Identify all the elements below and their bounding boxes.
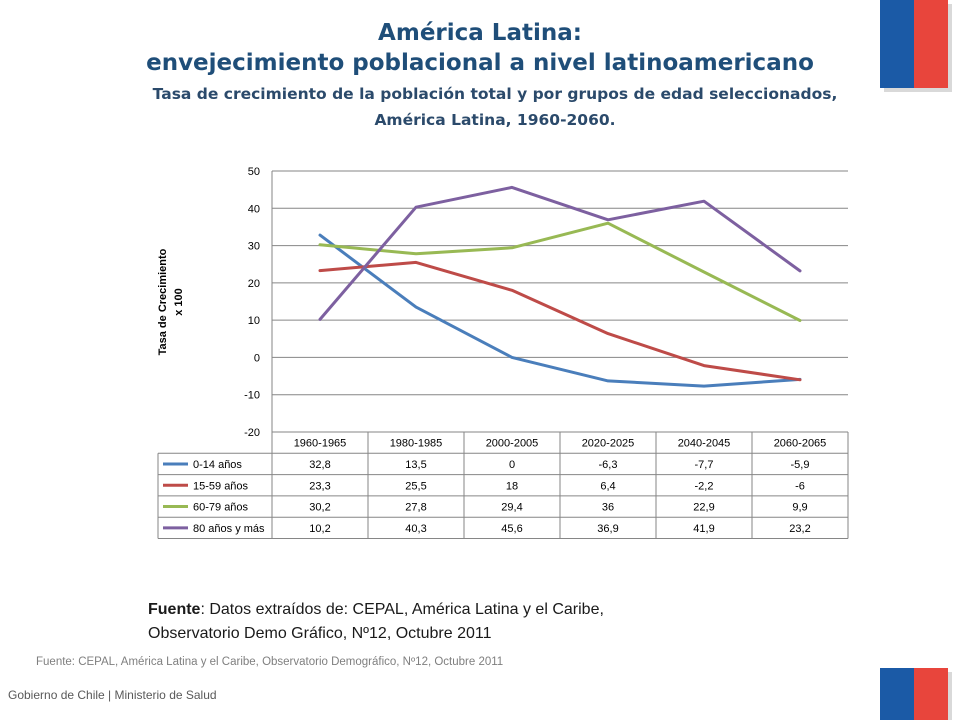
data-label: 13,5: [405, 459, 426, 471]
y-axis-title-line2: x 100: [173, 288, 185, 316]
chart-subtitle-line2: América Latina, 1960-2060.: [374, 111, 616, 129]
source-note: Fuente: Datos extraídos de: CEPAL, Améri…: [148, 598, 604, 646]
x-tick-label: 2060-2065: [774, 438, 827, 450]
legend-label: 15-59 años: [193, 480, 249, 492]
data-label: -5,9: [791, 459, 810, 471]
data-label: 36: [602, 502, 614, 514]
data-label: 27,8: [405, 502, 426, 514]
data-label: 32,8: [309, 459, 330, 471]
series-line-4: [318, 185, 802, 321]
flag-blue-stripe: [880, 0, 914, 88]
source-text: : Datos extraídos de: CEPAL, América Lat…: [200, 601, 604, 618]
data-label: 40,3: [405, 523, 426, 535]
flag-top: [880, 0, 948, 88]
flag-bottom: [880, 668, 948, 720]
data-label: 29,4: [501, 502, 522, 514]
data-label: 10,2: [309, 523, 330, 535]
data-label: 41,9: [693, 523, 714, 535]
page-title-line2: envejecimiento poblacional a nivel latin…: [146, 50, 814, 76]
series-line-3: [318, 221, 802, 322]
data-label: 30,2: [309, 502, 330, 514]
x-tick-label: 2020-2025: [582, 438, 635, 450]
data-label: 23,2: [789, 523, 810, 535]
data-label: 23,3: [309, 480, 330, 492]
x-tick-label: 1980-1985: [390, 438, 443, 450]
series-line-1: [318, 233, 802, 388]
data-label: 0: [509, 459, 515, 471]
y-tick-label: 30: [248, 241, 260, 253]
data-label: 9,9: [792, 502, 807, 514]
data-label: -2,2: [695, 480, 714, 492]
y-tick-label: 10: [248, 315, 260, 327]
legend-label: 80 años y más: [193, 523, 265, 535]
legend-label: 60-79 años: [193, 502, 249, 514]
x-tick-label: 2000-2005: [486, 438, 539, 450]
page-title: América Latina:: [378, 20, 582, 46]
x-tick-label: 2040-2045: [678, 438, 731, 450]
series-line-2: [318, 260, 802, 382]
y-tick-label: 50: [248, 166, 260, 178]
data-label: -6,3: [599, 459, 618, 471]
flag-blue-stripe: [880, 668, 914, 720]
x-tick-label: 1960-1965: [294, 438, 347, 450]
y-tick-label: 40: [248, 203, 260, 215]
flag-red-stripe: [914, 0, 948, 88]
y-tick-label: 20: [248, 278, 260, 290]
source-text-line2: Observatorio Demo Gráfico, Nº12, Octubre…: [148, 625, 492, 642]
y-tick-label: -10: [244, 390, 260, 402]
data-label: 6,4: [600, 480, 615, 492]
y-tick-label: 0: [254, 352, 260, 364]
data-label: 22,9: [693, 502, 714, 514]
data-label: 36,9: [597, 523, 618, 535]
data-label: -7,7: [695, 459, 714, 471]
footer-text: Gobierno de Chile | Ministerio de Salud: [8, 688, 217, 702]
data-label: 25,5: [405, 480, 426, 492]
y-tick-label: -20: [244, 427, 260, 439]
data-label: -6: [795, 480, 805, 492]
legend-label: 0-14 años: [193, 459, 242, 471]
flag-red-stripe: [914, 668, 948, 720]
source-label: Fuente: [148, 601, 201, 618]
source-small: Fuente: CEPAL, América Latina y el Carib…: [36, 656, 504, 668]
y-axis-title: Tasa de Crecimiento: [157, 248, 169, 355]
chart-subtitle: Tasa de crecimiento de la población tota…: [152, 85, 838, 103]
data-label: 18: [506, 480, 518, 492]
data-label: 45,6: [501, 523, 522, 535]
